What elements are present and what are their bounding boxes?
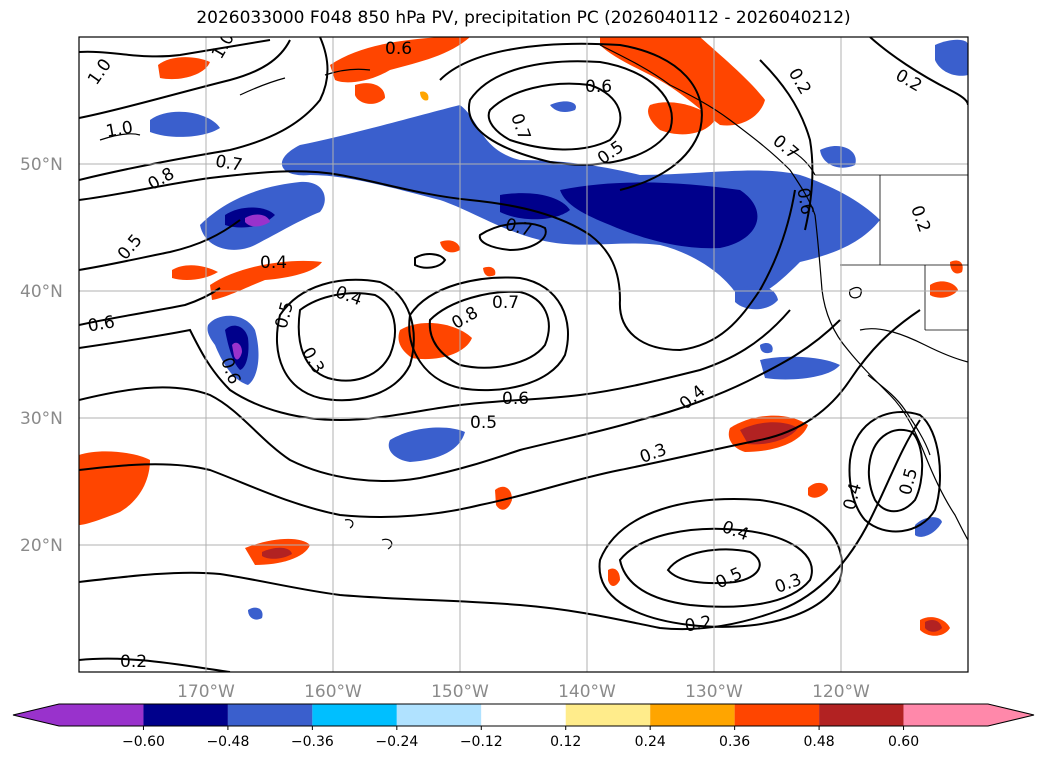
colorbar-cell: [819, 704, 904, 726]
colorbar-cells: [59, 704, 988, 726]
colorbar-cell: [312, 704, 397, 726]
latitude-labels: 50°N 40°N 30°N 20°N: [20, 155, 63, 556]
contour-label: 0.6: [86, 312, 116, 336]
lon-label: 170°W: [177, 682, 235, 702]
lon-label: 150°W: [431, 682, 489, 702]
map-frame: [78, 36, 969, 673]
colorbar-cell: [481, 704, 566, 726]
colorbar-tick-label: −0.12: [460, 734, 503, 750]
colorbar-tick-label: 0.60: [888, 734, 919, 750]
graticule: [79, 37, 968, 672]
lon-label: 140°W: [558, 682, 616, 702]
colorbar-tick-label: −0.24: [375, 734, 418, 750]
colorbar: −0.60 −0.48 −0.36 −0.24 −0.12 0.12 0.24 0.36 0.4…: [12, 703, 1035, 750]
lon-label: 120°W: [812, 682, 870, 702]
contour-label: 0.7: [492, 293, 519, 313]
colorbar-cell: [143, 704, 228, 726]
colorbar-tick-label: 0.36: [719, 734, 750, 750]
lat-label: 20°N: [20, 536, 63, 556]
colorbar-outline: [12, 703, 1035, 727]
colorbar-tick-label: −0.48: [206, 734, 249, 750]
map-title: 2026033000 F048 850 hPa PV, precipitatio…: [196, 8, 851, 28]
colorbar-cell: [734, 704, 820, 726]
contour-label: 0.6: [585, 77, 612, 97]
lon-label: 160°W: [304, 682, 362, 702]
colorbar-cell: [565, 704, 651, 726]
colorbar-tick-label: −0.36: [291, 734, 334, 750]
colorbar-cell: [903, 704, 988, 726]
lon-label: 130°W: [685, 682, 743, 702]
contour-label: 0.6: [502, 389, 529, 409]
pv-contours: [79, 37, 968, 672]
contour-label: 0.2: [120, 652, 147, 672]
contour-label: 0.6: [385, 39, 412, 59]
colorbar-tick-label: −0.60: [122, 734, 165, 750]
contour-label: 0.7: [214, 151, 244, 175]
colorbar-cell: [59, 704, 144, 726]
colorbar-cell: [396, 704, 482, 726]
colorbar-tick-label: 0.48: [804, 734, 835, 750]
colorbar-cell: [227, 704, 313, 726]
colorbar-tick-label: 0.24: [635, 734, 666, 750]
colorbar-extend-high: [988, 704, 1034, 726]
contour-label: 0.6: [792, 186, 816, 216]
lat-label: 30°N: [20, 409, 63, 429]
contour-label: 0.2: [683, 612, 713, 636]
lat-label: 40°N: [20, 282, 63, 302]
contour-label: 0.5: [470, 413, 497, 433]
colorbar-extend-low: [13, 704, 59, 726]
colorbar-tick-label: 0.12: [550, 734, 581, 750]
longitude-labels: 170°W 160°W 150°W 140°W 130°W 120°W: [177, 682, 870, 702]
colorbar-ticks: −0.60 −0.48 −0.36 −0.24 −0.12 0.12 0.24 0.36 0.4…: [122, 726, 919, 750]
coastlines: [99, 44, 968, 550]
colorbar-cell: [650, 704, 735, 726]
lat-label: 50°N: [20, 155, 63, 175]
contour-label: 1.0: [104, 118, 134, 142]
contour-label: 0.4: [260, 253, 287, 273]
